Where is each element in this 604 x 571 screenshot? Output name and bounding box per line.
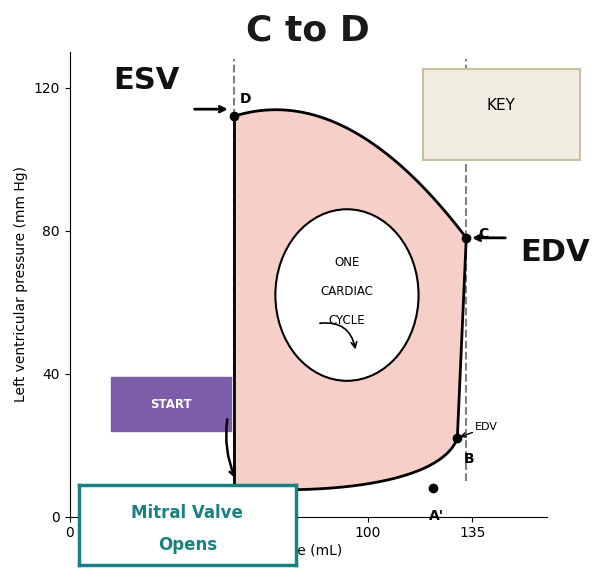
Title: C to D: C to D [246,14,370,48]
Polygon shape [234,110,466,490]
X-axis label: ume (mL): ume (mL) [275,543,342,557]
Text: D: D [240,91,251,106]
Y-axis label: Left ventricular pressure (mm Hg): Left ventricular pressure (mm Hg) [14,166,28,403]
Text: ONE: ONE [334,256,359,270]
Text: START: START [150,397,192,411]
Text: EDV: EDV [461,423,498,437]
Text: KEY: KEY [487,98,516,112]
Text: A: A [228,509,239,524]
Text: ESV: ESV [114,66,180,95]
Text: Mitral Valve: Mitral Valve [131,504,243,522]
Text: CARDIAC: CARDIAC [321,285,373,298]
Text: C: C [478,227,489,242]
Text: CYCLE: CYCLE [329,313,365,327]
Text: A': A' [429,509,444,524]
Text: EDV: EDV [520,238,590,267]
Text: Opens: Opens [158,536,217,554]
Text: B: B [463,452,474,467]
FancyBboxPatch shape [111,377,231,431]
Circle shape [275,209,419,381]
